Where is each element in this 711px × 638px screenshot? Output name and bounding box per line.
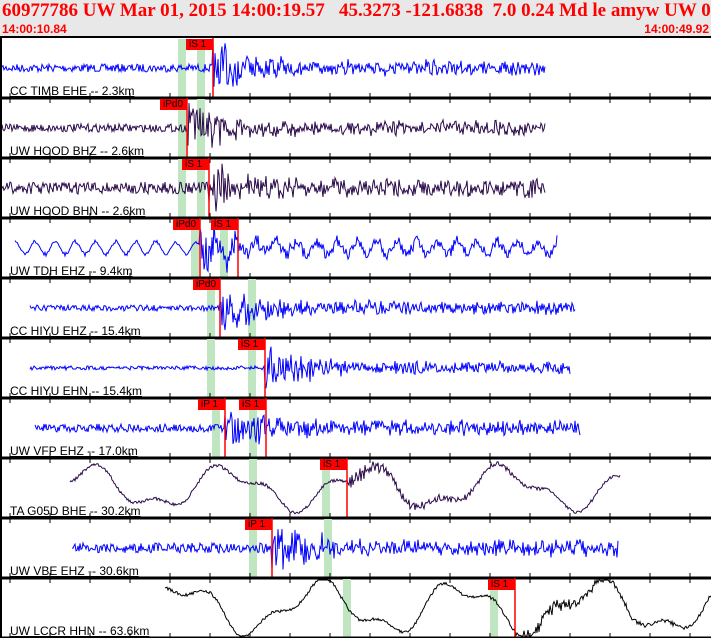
waveform-trace bbox=[29, 346, 571, 389]
phase-pick-flag[interactable]: iS 1 bbox=[488, 579, 515, 590]
phase-pick-flag[interactable]: iPd0 bbox=[160, 99, 187, 110]
channel-label: CC HIYU EHN -- 15.4km bbox=[10, 384, 143, 398]
channel-label: UW LCCR HHN -- 63.6km bbox=[10, 624, 150, 638]
phase-pick-flag[interactable]: iP 1 bbox=[245, 519, 272, 530]
end-time: 14:00:49.92 bbox=[644, 22, 709, 36]
phase-pick-flag[interactable]: iS 1 bbox=[239, 399, 266, 410]
theoretical-arrival-bar bbox=[249, 399, 257, 458]
phase-pick-flag[interactable]: iS 1 bbox=[320, 459, 347, 470]
phase-pick-flag[interactable]: iPd0 bbox=[193, 279, 220, 290]
phase-pick-flag[interactable]: iS 1 bbox=[182, 159, 209, 170]
theoretical-arrival-bar bbox=[212, 399, 220, 458]
theoretical-arrival-bar bbox=[191, 219, 199, 278]
channel-label: CC TIMB EHE -- 2.3km bbox=[10, 84, 135, 98]
waveform-trace bbox=[34, 411, 581, 445]
channel-label: UW VBE EHZ -- 30.6km bbox=[10, 564, 139, 578]
phase-pick-flag[interactable]: iP 1 bbox=[198, 399, 225, 410]
start-time: 14:00:10.84 bbox=[2, 22, 67, 36]
theoretical-arrival-bar bbox=[249, 519, 257, 578]
waveform-trace bbox=[0, 102, 546, 148]
channel-label: CC HIYU EHZ -- 15.4km bbox=[10, 324, 141, 338]
event-header: 60977786 UW Mar 01, 2015 14:00:19.57 45.… bbox=[0, 0, 711, 37]
theoretical-arrival-bar bbox=[249, 459, 257, 518]
channel-label: UW HOOD BHZ -- 2.6km bbox=[10, 144, 144, 158]
channel-label: TA G05D BHE -- 30.2km bbox=[10, 504, 141, 518]
theoretical-arrival-bar bbox=[324, 519, 332, 578]
channel-label: UW TDH EHZ -- 9.4km bbox=[10, 264, 133, 278]
waveform-trace bbox=[14, 221, 558, 273]
phase-pick-flag[interactable]: iS 1 bbox=[186, 39, 213, 50]
waveform-trace bbox=[164, 578, 711, 638]
theoretical-arrival-bar bbox=[322, 459, 330, 518]
phase-pick-flag[interactable]: iS 1 bbox=[238, 339, 265, 350]
theoretical-arrival-bar bbox=[220, 219, 228, 278]
event-title: 60977786 UW Mar 01, 2015 14:00:19.57 45.… bbox=[2, 0, 711, 21]
channel-label: UW HOOD BHN -- 2.6km bbox=[10, 204, 146, 218]
waveform-trace bbox=[29, 293, 576, 331]
channel-label: UW VFP EHZ -- 17.0km bbox=[10, 444, 138, 458]
waveform-trace bbox=[69, 461, 621, 515]
phase-pick-flag[interactable]: iPd0 bbox=[173, 219, 200, 230]
waveform-trace bbox=[0, 163, 546, 212]
theoretical-arrival-bar bbox=[490, 579, 498, 638]
theoretical-arrival-bar bbox=[197, 39, 205, 98]
phase-pick-flag[interactable]: iS 1 bbox=[211, 219, 238, 230]
theoretical-arrival-bar bbox=[343, 579, 351, 638]
waveform-trace bbox=[0, 39, 546, 87]
waveform-trace bbox=[71, 529, 619, 570]
